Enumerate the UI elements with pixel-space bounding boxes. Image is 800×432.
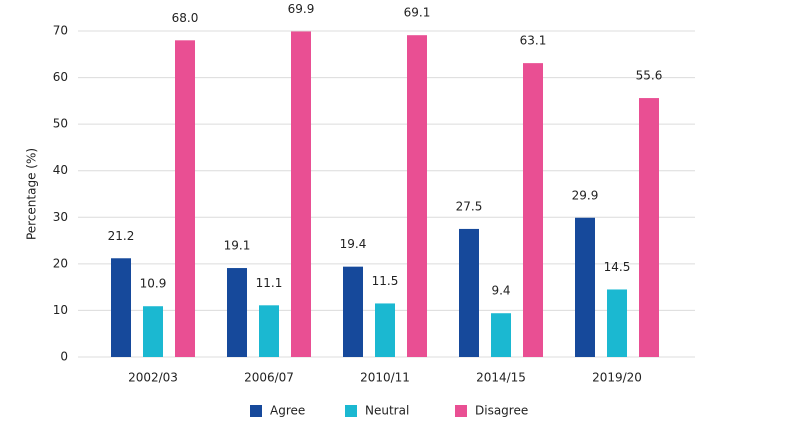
value-label: 19.1 — [224, 239, 251, 253]
value-label: 69.1 — [404, 6, 431, 20]
bar — [343, 266, 363, 357]
x-tick-label: 2010/11 — [360, 371, 410, 385]
x-tick-label: 2002/03 — [128, 371, 178, 385]
value-label: 10.9 — [140, 277, 167, 291]
bar — [575, 217, 595, 357]
y-tick-label: 30 — [53, 210, 68, 224]
bar — [375, 303, 395, 357]
value-label: 11.1 — [256, 276, 283, 290]
bar — [111, 258, 131, 357]
value-label: 21.2 — [108, 229, 135, 243]
value-label: 29.9 — [572, 188, 599, 202]
bar — [459, 228, 479, 357]
x-tick-label: 2014/15 — [476, 371, 526, 385]
y-tick-label: 50 — [53, 117, 68, 131]
x-tick-label: 2019/20 — [592, 371, 642, 385]
legend-swatch — [345, 405, 357, 417]
bar — [143, 306, 163, 357]
y-tick-label: 40 — [53, 163, 68, 177]
value-label: 68.0 — [172, 11, 199, 25]
legend-label: Disagree — [475, 404, 528, 418]
bar — [291, 31, 311, 358]
y-tick-label: 60 — [53, 70, 68, 84]
bar — [491, 313, 511, 357]
legend-label: Neutral — [365, 404, 409, 418]
value-label: 55.6 — [636, 69, 663, 83]
value-label: 11.5 — [372, 274, 399, 288]
value-label: 63.1 — [520, 34, 547, 48]
value-label: 14.5 — [604, 260, 631, 274]
value-label: 69.9 — [288, 2, 315, 16]
legend-swatch — [250, 405, 262, 417]
value-label: 9.4 — [491, 284, 510, 298]
y-tick-label: 70 — [53, 24, 68, 38]
bar — [227, 268, 247, 357]
legend-label: Agree — [270, 404, 305, 418]
bar — [259, 305, 279, 357]
bar — [407, 35, 427, 357]
y-axis-title: Percentage (%) — [25, 148, 39, 240]
value-label: 19.4 — [340, 237, 367, 251]
y-tick-label: 0 — [60, 350, 68, 364]
bar — [639, 98, 659, 357]
bar — [175, 40, 195, 358]
bar — [607, 289, 627, 357]
legend-swatch — [455, 405, 467, 417]
y-tick-label: 10 — [53, 303, 68, 317]
y-tick-label: 20 — [53, 256, 68, 270]
bar — [523, 63, 543, 358]
x-tick-label: 2006/07 — [244, 371, 294, 385]
value-label: 27.5 — [456, 199, 483, 213]
